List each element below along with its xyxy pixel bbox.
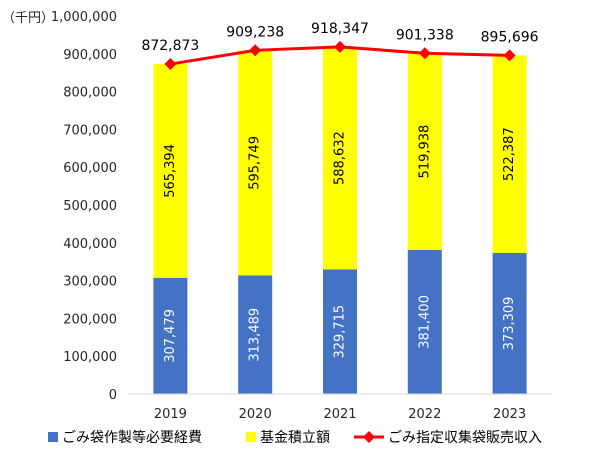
revenue-value-label: 872,873 (141, 38, 199, 54)
bar-segment-fund (153, 64, 188, 278)
x-axis-ticks: 2019 2020 2021 2022 2023 (154, 407, 526, 422)
y-axis-ticks: 0 100,000 200,000 300,000 400,000 500,000 600,… (51, 10, 117, 403)
revenue-marker (249, 44, 262, 57)
x-tick-label: 2020 (239, 407, 272, 422)
legend-label-fund: 基金積立額 (260, 429, 330, 446)
bar-segment-expenses (323, 269, 357, 394)
bar-segment-fund (323, 46, 357, 270)
x-tick-label: 2019 (154, 407, 187, 422)
y-tick-label: 500,000 (63, 199, 117, 214)
revenue-value-label: 895,696 (481, 29, 539, 45)
revenue-marker (418, 47, 431, 60)
bar-value-label-fund: 519,938 (417, 125, 432, 179)
bar-segment-expenses (407, 249, 442, 394)
bar-value-label-expenses: 381,400 (417, 295, 432, 349)
revenue-value-label: 901,338 (396, 27, 454, 43)
y-tick-label: 700,000 (63, 123, 117, 138)
revenue-line (164, 40, 516, 71)
legend: ごみ袋作製等必要経費 基金積立額 ごみ指定収集袋販売収入 (48, 429, 542, 446)
bar-value-label-fund: 522,387 (502, 127, 517, 181)
bar-value-label-expenses: 313,489 (248, 308, 263, 362)
y-tick-label: 800,000 (63, 86, 117, 101)
bar-segment-expenses (238, 275, 273, 394)
bar-value-label-fund: 565,394 (163, 144, 178, 198)
legend-swatch-expenses (48, 432, 58, 442)
bars (153, 46, 527, 394)
y-tick-label: 400,000 (63, 237, 117, 252)
bar-labels: 307,479 565,394 313,489 595,749 329,715 588,6… (163, 125, 517, 363)
bar-value-label-expenses: 373,309 (502, 297, 517, 351)
bar-segment-expenses (153, 277, 188, 394)
legend-marker-revenue (363, 431, 375, 443)
x-tick-label: 2021 (323, 407, 356, 422)
legend-label-expenses: ごみ袋作製等必要経費 (62, 429, 202, 446)
y-tick-label: 0 (109, 388, 117, 403)
y-tick-label: 300,000 (63, 275, 117, 290)
x-tick-label: 2022 (408, 407, 441, 422)
y-tick-label: 1,000,000 (51, 10, 117, 25)
revenue-marker (334, 40, 346, 53)
legend-label-revenue: ごみ指定収集袋販売収入 (388, 429, 542, 446)
y-tick-label: 600,000 (63, 161, 117, 176)
revenue-value-label: 909,238 (226, 24, 284, 40)
bar-value-label-fund: 588,632 (333, 131, 348, 185)
bar-value-label-fund: 595,749 (248, 136, 263, 190)
revenue-marker (164, 58, 177, 71)
revenue-value-label: 918,347 (311, 21, 369, 37)
unit-label: （千円） (2, 11, 54, 26)
y-tick-label: 200,000 (63, 312, 117, 327)
x-tick-label: 2023 (493, 407, 526, 422)
bar-segment-fund (407, 53, 442, 250)
legend-swatch-fund (246, 432, 256, 442)
bar-value-label-expenses: 307,479 (163, 309, 178, 363)
y-tick-label: 100,000 (63, 350, 117, 365)
revenue-labels: 872,873 909,238 918,347 901,338 895,696 (141, 21, 538, 54)
bar-segment-fund (492, 55, 527, 253)
bar-segment-expenses (492, 252, 527, 394)
bar-value-label-expenses: 329,715 (333, 305, 348, 359)
revenue-marker (503, 49, 516, 62)
y-tick-label: 900,000 (63, 48, 117, 63)
bar-segment-fund (238, 50, 273, 276)
